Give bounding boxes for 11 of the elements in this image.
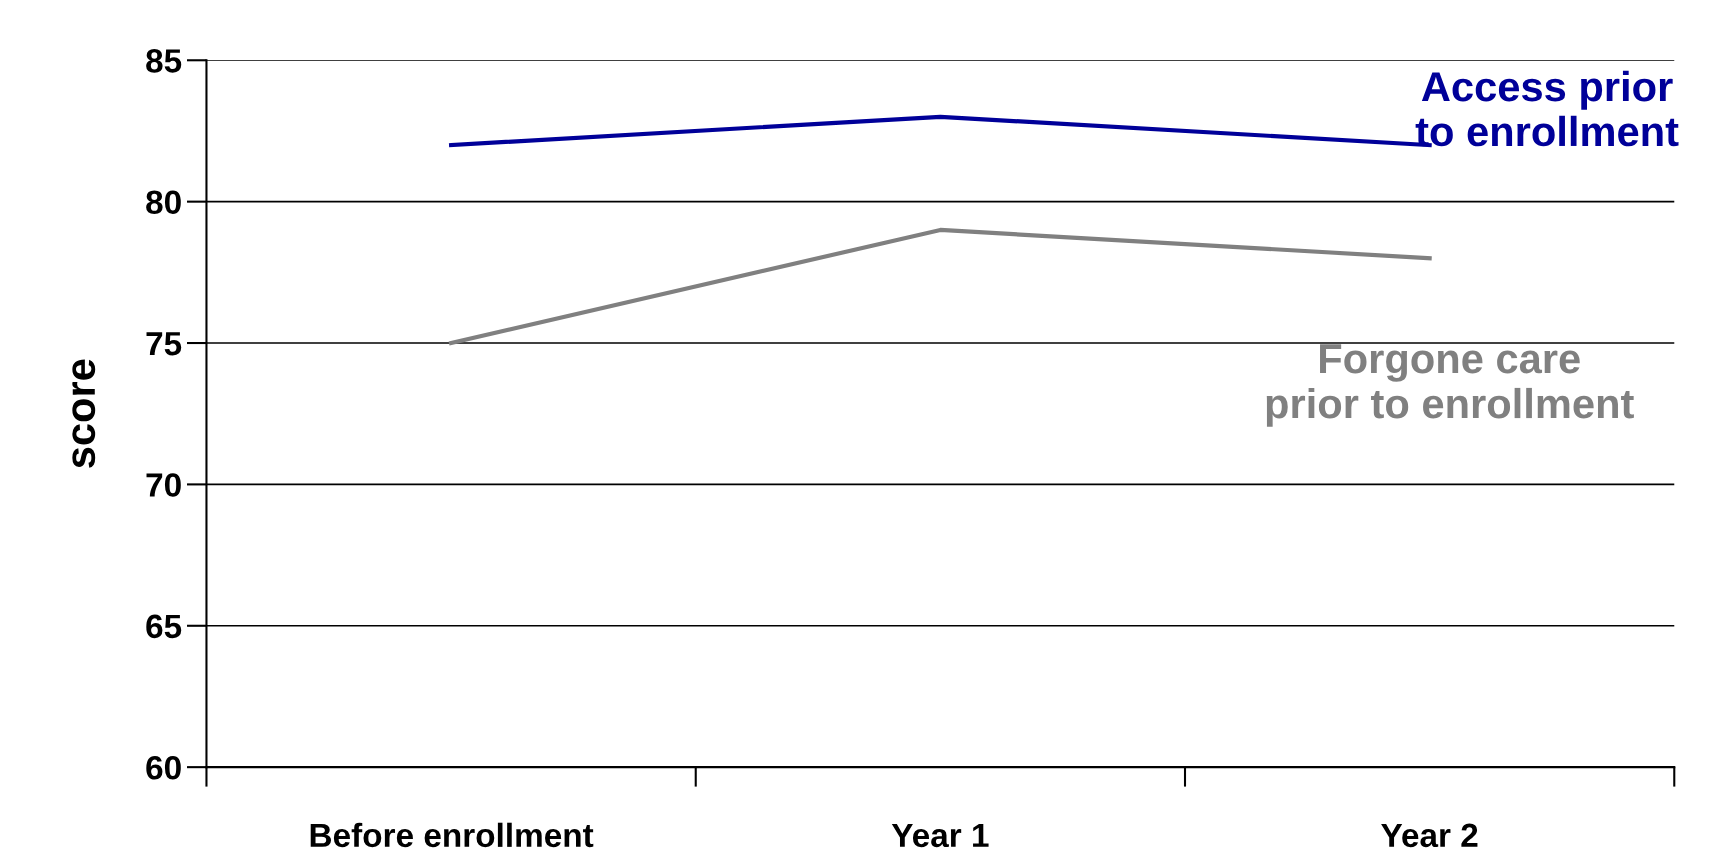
- y-axis-title: score: [72, 359, 96, 468]
- y-tick-label: 75: [146, 332, 182, 356]
- x-tick-label: Before enrollment: [310, 822, 594, 848]
- x-tick-label: Year 2: [1381, 823, 1478, 848]
- y-tick-label: 65: [146, 614, 182, 639]
- y-tick-label: 80: [146, 190, 181, 215]
- x-tick-label: Year 1: [891, 823, 989, 848]
- text: Forgone care prior to enrollment: [1266, 344, 1634, 427]
- y-tick-label: 85: [146, 49, 182, 73]
- y-tick-label: 70: [146, 473, 181, 497]
- y-tick-label: 60: [146, 755, 181, 780]
